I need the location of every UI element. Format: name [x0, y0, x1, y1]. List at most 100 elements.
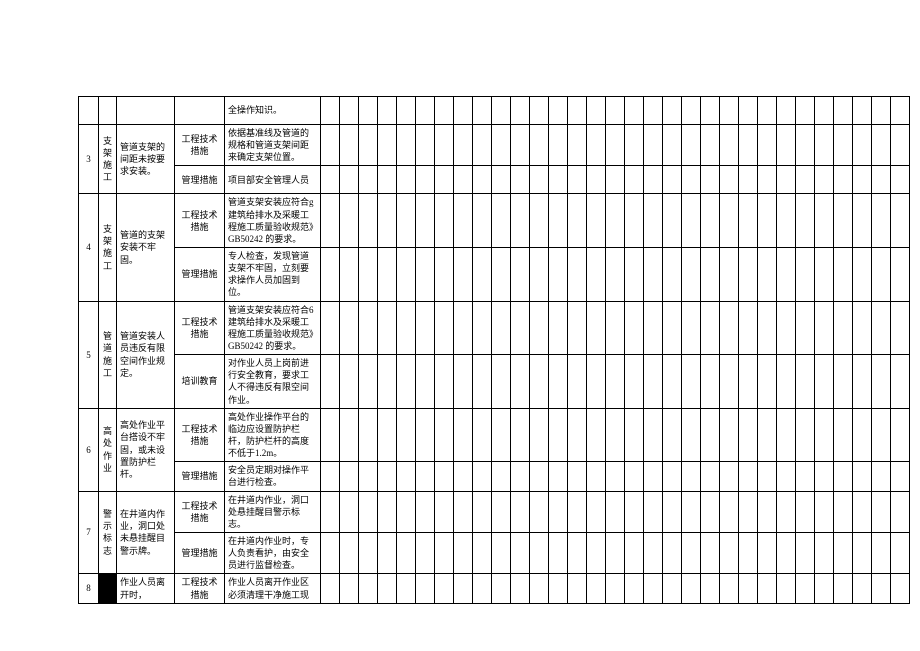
blank-cell: [492, 301, 511, 355]
blank-cell: [378, 194, 397, 248]
blank-cell: [511, 301, 530, 355]
blank-cell: [454, 125, 473, 166]
blank-cell: [796, 166, 815, 194]
measure-desc-cell: 管道支架安装应符合6建筑给排水及采暖工程施工质量验收规范》GB50242 的要求…: [225, 301, 321, 355]
blank-cell: [682, 301, 701, 355]
blank-cell: [359, 247, 378, 301]
blank-cell: [796, 574, 815, 603]
blank-cell: [872, 532, 891, 573]
blank-cell: [891, 97, 910, 125]
blank-cell: [378, 301, 397, 355]
blank-cell: [853, 462, 872, 491]
row-number: 4: [79, 194, 99, 301]
blank-cell: [720, 194, 739, 248]
measure-type-cell: 工程技术措施: [175, 194, 225, 248]
blank-cell: [644, 574, 663, 603]
blank-cell: [473, 247, 492, 301]
blank-cell: [321, 97, 340, 125]
blank-cell: [739, 166, 758, 194]
blank-cell: [321, 462, 340, 491]
measure-type-cell: 管理措施: [175, 247, 225, 301]
blank-cell: [834, 247, 853, 301]
measure-desc-cell: 作业人员离开作业区必须清理干净施工现: [225, 574, 321, 603]
blank-cell: [625, 408, 644, 462]
blank-cell: [397, 491, 416, 532]
blank-cell: [359, 491, 378, 532]
blank-cell: [511, 247, 530, 301]
blank-cell: [435, 462, 454, 491]
blank-cell: [663, 355, 682, 409]
blank-cell: [739, 301, 758, 355]
blank-cell: [796, 97, 815, 125]
blank-cell: [663, 532, 682, 573]
blank-cell: [568, 355, 587, 409]
blank-cell: [625, 166, 644, 194]
blank-cell: [492, 532, 511, 573]
blank-cell: [701, 97, 720, 125]
measure-desc-cell: 安全员定期对操作平台进行检查。: [225, 462, 321, 491]
blank-cell: [663, 301, 682, 355]
measure-type-cell: 工程技术措施: [175, 574, 225, 603]
blank-cell: [549, 408, 568, 462]
measure-desc-cell: 全操作知识。: [225, 97, 321, 125]
blank-cell: [397, 355, 416, 409]
blank-cell: [473, 125, 492, 166]
issue-cell: [117, 97, 175, 125]
blank-cell: [815, 491, 834, 532]
blank-cell: [473, 166, 492, 194]
blank-cell: [378, 247, 397, 301]
blank-cell: [568, 532, 587, 573]
blank-cell: [568, 574, 587, 603]
blank-cell: [321, 125, 340, 166]
blank-cell: [321, 166, 340, 194]
blank-cell: [682, 247, 701, 301]
blank-cell: [720, 301, 739, 355]
measure-type-cell: 工程技术措施: [175, 125, 225, 166]
measure-desc-cell: 在井道内作业，洞口处悬挂醒目警示标志。: [225, 491, 321, 532]
blank-cell: [340, 97, 359, 125]
blank-cell: [435, 125, 454, 166]
blank-cell: [587, 166, 606, 194]
blank-cell: [454, 194, 473, 248]
blank-cell: [872, 462, 891, 491]
blank-cell: [739, 462, 758, 491]
category-cell: 高处作业: [99, 408, 117, 491]
blank-cell: [663, 408, 682, 462]
blank-cell: [378, 166, 397, 194]
blank-cell: [473, 301, 492, 355]
blank-cell: [701, 301, 720, 355]
blank-cell: [834, 408, 853, 462]
blank-cell: [321, 247, 340, 301]
blank-cell: [568, 491, 587, 532]
blank-cell: [321, 574, 340, 603]
blank-cell: [454, 97, 473, 125]
blank-cell: [378, 491, 397, 532]
blank-cell: [435, 355, 454, 409]
blank-cell: [549, 301, 568, 355]
blank-cell: [359, 125, 378, 166]
blank-cell: [530, 247, 549, 301]
blank-cell: [701, 491, 720, 532]
blank-cell: [549, 491, 568, 532]
blank-cell: [758, 408, 777, 462]
measure-type-cell: 管理措施: [175, 462, 225, 491]
blank-cell: [454, 247, 473, 301]
blank-cell: [682, 574, 701, 603]
row-number: 7: [79, 491, 99, 574]
blank-cell: [777, 491, 796, 532]
blank-cell: [853, 491, 872, 532]
blank-cell: [644, 491, 663, 532]
blank-cell: [891, 462, 910, 491]
row-number: [79, 97, 99, 125]
blank-cell: [739, 125, 758, 166]
blank-cell: [777, 166, 796, 194]
blank-cell: [549, 166, 568, 194]
blank-cell: [777, 97, 796, 125]
blank-cell: [720, 574, 739, 603]
blank-cell: [777, 355, 796, 409]
blank-cell: [815, 408, 834, 462]
blank-cell: [682, 194, 701, 248]
blank-cell: [416, 532, 435, 573]
blank-cell: [663, 574, 682, 603]
measure-desc-cell: 对作业人员上岗前进行安全教育，要求工人不得违反有限空间作业。: [225, 355, 321, 409]
